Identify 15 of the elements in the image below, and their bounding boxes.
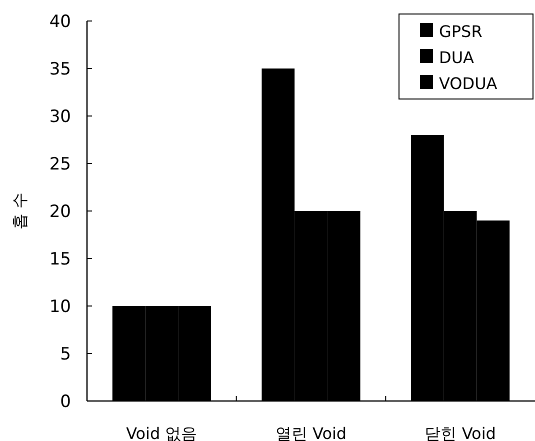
x-tick-label: 열린 Void (275, 424, 347, 441)
y-tick-label: 35 (49, 60, 71, 80)
y-tick-label: 20 (49, 202, 71, 222)
y-tick-label: 10 (49, 297, 71, 317)
legend-label: GPSR (439, 22, 482, 41)
y-axis-title: 홉 수 (10, 192, 29, 230)
y-tick-label: 15 (49, 250, 71, 270)
y-tick-label: 25 (49, 154, 71, 174)
y-tick-label: 30 (49, 107, 71, 127)
legend-label: VODUA (439, 74, 498, 93)
y-tick-label: 5 (60, 344, 71, 364)
y-tick-label: 40 (49, 12, 71, 32)
y-tick-label: 0 (60, 392, 71, 412)
x-tick-label: 닫힌 Void (424, 424, 496, 441)
legend-label: DUA (439, 48, 474, 67)
